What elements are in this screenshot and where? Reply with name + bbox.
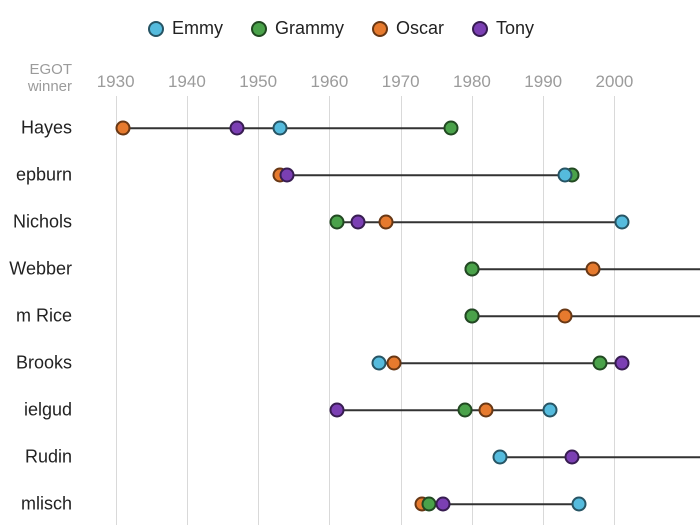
row-label: m Rice [16,306,72,327]
x-tick-label: 1950 [239,72,277,92]
grammy-swatch [251,21,267,37]
timeline-span [472,315,700,317]
gridline [329,96,330,525]
emmy-dot [372,356,387,371]
axis-title: EGOT winner [28,62,72,95]
legend-item-emmy: Emmy [148,18,223,39]
gridline [187,96,188,525]
gridline [258,96,259,525]
emmy-dot [571,497,586,512]
timeline-span [280,174,572,176]
tony-dot [564,450,579,465]
legend-item-oscar: Oscar [372,18,444,39]
x-tick-label: 1990 [524,72,562,92]
emmy-swatch [148,21,164,37]
tony-dot [229,121,244,136]
oscar-dot [115,121,130,136]
emmy-dot [493,450,508,465]
x-tick-label: 1970 [382,72,420,92]
gridline [116,96,117,525]
oscar-dot [557,309,572,324]
x-tick-label: 1960 [311,72,349,92]
oscar-swatch [372,21,388,37]
axis-title-line1: EGOT [28,62,72,79]
timeline-span [379,362,621,364]
oscar-dot [379,215,394,230]
row-label: epburn [16,165,72,186]
tony-swatch [472,21,488,37]
legend-label: Oscar [396,18,444,39]
grammy-dot [329,215,344,230]
grammy-dot [464,262,479,277]
tony-dot [279,168,294,183]
oscar-dot [586,262,601,277]
tony-dot [614,356,629,371]
gridline [614,96,615,525]
legend-item-grammy: Grammy [251,18,344,39]
row-label: Webber [9,259,72,280]
grammy-dot [464,309,479,324]
legend-item-tony: Tony [472,18,534,39]
x-tick-label: 2000 [596,72,634,92]
timeline-span [500,456,700,458]
x-tick-label: 1980 [453,72,491,92]
legend-label: Tony [496,18,534,39]
emmy-dot [557,168,572,183]
legend-label: Emmy [172,18,223,39]
legend: Emmy Grammy Oscar Tony [148,18,534,39]
oscar-dot [386,356,401,371]
grammy-dot [593,356,608,371]
row-label: Nichols [13,212,72,233]
grammy-dot [457,403,472,418]
grammy-dot [422,497,437,512]
row-label: ielgud [24,400,72,421]
gridline [401,96,402,525]
tony-dot [350,215,365,230]
tony-dot [329,403,344,418]
row-label: Rudin [25,447,72,468]
egot-timeline-chart: Emmy Grammy Oscar Tony EGOT winner 1930 1940… [0,0,700,525]
emmy-dot [614,215,629,230]
timeline-span [337,409,551,411]
emmy-dot [543,403,558,418]
axis-title-line2: winner [28,79,72,96]
oscar-dot [479,403,494,418]
tony-dot [436,497,451,512]
grammy-dot [443,121,458,136]
row-label: mlisch [21,494,72,515]
row-label: Hayes [21,118,72,139]
x-tick-label: 1940 [168,72,206,92]
legend-label: Grammy [275,18,344,39]
x-tick-label: 1930 [97,72,135,92]
emmy-dot [272,121,287,136]
row-label: Brooks [16,353,72,374]
gridline [543,96,544,525]
